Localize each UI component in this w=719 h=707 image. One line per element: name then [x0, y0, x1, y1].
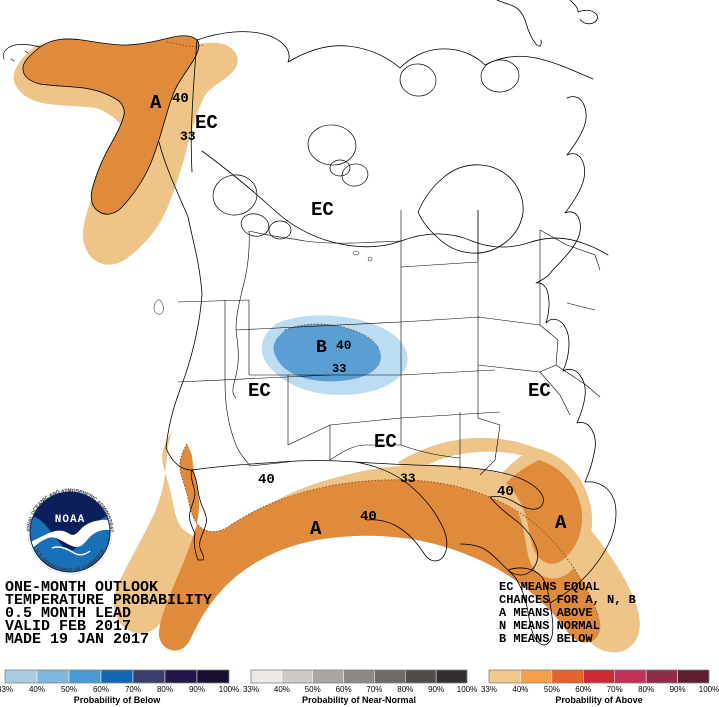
svg-text:NOAA: NOAA: [55, 514, 85, 526]
svg-text:Probability of Below: Probability of Below: [74, 695, 162, 705]
svg-text:70%: 70%: [125, 685, 141, 694]
svg-text:100%: 100%: [457, 685, 477, 694]
svg-text:40: 40: [497, 484, 514, 500]
svg-text:MADE 19 JAN 2017: MADE 19 JAN 2017: [5, 631, 149, 648]
svg-text:40%: 40%: [512, 685, 528, 694]
svg-text:60%: 60%: [336, 685, 352, 694]
svg-text:70%: 70%: [607, 685, 623, 694]
svg-text:90%: 90%: [428, 685, 444, 694]
svg-text:40: 40: [258, 472, 275, 488]
svg-text:EC: EC: [528, 380, 551, 402]
svg-text:60%: 60%: [575, 685, 591, 694]
svg-text:90%: 90%: [670, 685, 686, 694]
svg-text:40%: 40%: [274, 685, 290, 694]
svg-text:Probability of Above: Probability of Above: [555, 695, 642, 705]
svg-text:50%: 50%: [544, 685, 560, 694]
svg-text:100%: 100%: [699, 685, 719, 694]
svg-text:50%: 50%: [61, 685, 77, 694]
svg-text:Probability of Near-Normal: Probability of Near-Normal: [302, 695, 416, 705]
svg-text:EC: EC: [311, 199, 334, 221]
svg-text:33: 33: [400, 471, 416, 486]
svg-text:EC: EC: [374, 431, 397, 453]
svg-text:A: A: [555, 512, 567, 534]
svg-text:40: 40: [360, 509, 377, 525]
svg-text:B: B: [316, 338, 327, 358]
svg-text:EC MEANS EQUAL: EC MEANS EQUAL: [499, 580, 600, 594]
svg-text:40%: 40%: [29, 685, 45, 694]
svg-text:100%: 100%: [219, 685, 239, 694]
svg-text:40: 40: [172, 91, 189, 107]
svg-text:B MEANS BELOW: B MEANS BELOW: [499, 632, 593, 646]
svg-text:A MEANS ABOVE: A MEANS ABOVE: [499, 606, 593, 620]
svg-text:80%: 80%: [397, 685, 413, 694]
svg-text:N MEANS NORMAL: N MEANS NORMAL: [499, 619, 600, 633]
svg-text:50%: 50%: [305, 685, 321, 694]
svg-text:A: A: [150, 92, 162, 114]
svg-text:33: 33: [180, 129, 196, 144]
svg-text:40: 40: [336, 338, 352, 353]
svg-text:EC: EC: [248, 380, 271, 402]
svg-text:80%: 80%: [638, 685, 654, 694]
svg-text:60%: 60%: [93, 685, 109, 694]
svg-text:33%: 33%: [0, 685, 13, 694]
svg-text:70%: 70%: [366, 685, 382, 694]
svg-text:EC: EC: [195, 112, 218, 134]
svg-text:33%: 33%: [243, 685, 259, 694]
svg-text:33: 33: [332, 362, 346, 376]
svg-text:A: A: [310, 518, 322, 540]
svg-text:90%: 90%: [189, 685, 205, 694]
svg-text:33%: 33%: [481, 685, 497, 694]
svg-text:CHANCES FOR A, N, B: CHANCES FOR A, N, B: [499, 593, 636, 607]
svg-text:80%: 80%: [157, 685, 173, 694]
